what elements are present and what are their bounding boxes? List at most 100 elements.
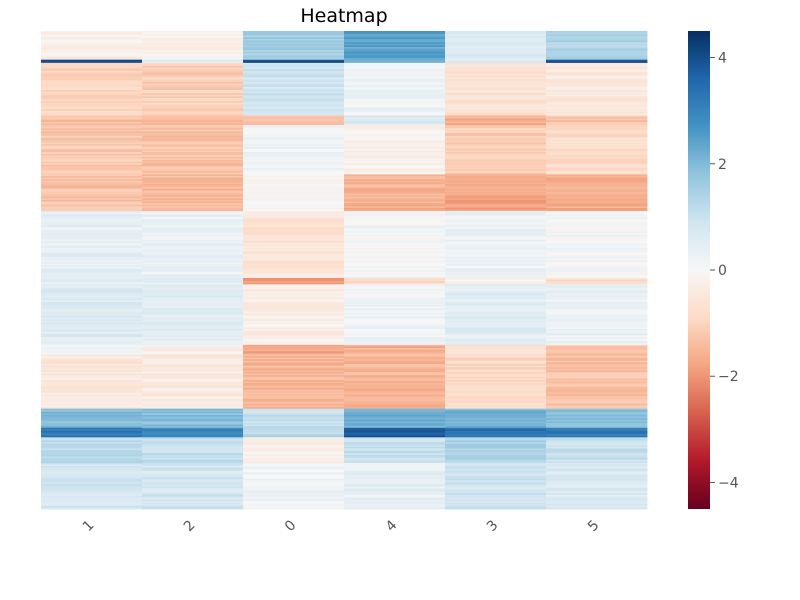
heatmap-cell — [344, 88, 446, 91]
heatmap-cell — [243, 195, 345, 198]
heatmap-cell — [445, 163, 547, 166]
heatmap-cell — [243, 397, 345, 400]
heatmap-cell — [445, 51, 547, 54]
heatmap-cell — [546, 230, 648, 233]
heatmap-cell — [142, 308, 244, 311]
heatmap-cell — [41, 222, 143, 225]
heatmap-cell — [344, 142, 446, 145]
heatmap-cell — [546, 236, 648, 239]
heatmap-cell — [142, 352, 244, 355]
heatmap-cell — [445, 399, 547, 402]
heatmap-cell — [445, 233, 547, 236]
heatmap-cell — [344, 234, 446, 237]
heatmap-cell — [445, 134, 547, 137]
heatmap-cell — [142, 37, 244, 40]
heatmap-cell — [41, 31, 143, 33]
heatmap-cell — [142, 341, 244, 344]
heatmap-cell — [41, 467, 143, 470]
heatmap-cell — [445, 226, 547, 229]
heatmap-cell — [445, 287, 547, 290]
heatmap-cell — [243, 80, 345, 83]
heatmap-cell — [344, 31, 446, 33]
heatmap-cell — [445, 437, 547, 440]
heatmap-cell — [41, 453, 143, 456]
heatmap-cell — [546, 257, 648, 260]
heatmap-cell — [142, 462, 244, 465]
heatmap-cell — [243, 66, 345, 69]
heatmap-cell — [243, 375, 345, 378]
heatmap-cell — [243, 308, 345, 311]
heatmap-cell — [445, 400, 547, 403]
heatmap-cell — [546, 397, 648, 400]
heatmap-cell — [243, 69, 345, 72]
heatmap-cell — [41, 117, 143, 120]
heatmap-cell — [546, 359, 648, 362]
heatmap-cell — [344, 233, 446, 236]
heatmap-cell — [243, 387, 345, 390]
heatmap-cell — [546, 140, 648, 143]
heatmap-cell — [445, 198, 547, 201]
heatmap-cell — [344, 359, 446, 362]
heatmap-cell — [243, 257, 345, 260]
heatmap-cell — [142, 376, 244, 379]
heatmap-cell — [142, 346, 244, 349]
heatmap-cell — [243, 54, 345, 57]
heatmap-cell — [445, 78, 547, 81]
heatmap-cell — [41, 335, 143, 338]
heatmap-cell — [546, 64, 648, 67]
heatmap-cell — [41, 198, 143, 201]
heatmap-cell — [142, 421, 244, 424]
heatmap-cell — [41, 136, 143, 139]
heatmap-cell — [41, 379, 143, 382]
heatmap-cell — [546, 438, 648, 441]
heatmap-cell — [445, 410, 547, 413]
colorbar-tick-label: −4 — [718, 475, 739, 491]
heatmap-cell — [445, 260, 547, 263]
heatmap-cell — [142, 405, 244, 408]
heatmap-cell — [41, 62, 143, 65]
heatmap-cell — [142, 349, 244, 352]
heatmap-cell — [546, 344, 648, 347]
heatmap-cell — [243, 317, 345, 320]
heatmap-cell — [41, 123, 143, 126]
heatmap-cell — [344, 164, 446, 167]
heatmap-cell — [546, 293, 648, 296]
heatmap-cell — [243, 48, 345, 51]
heatmap-cell — [41, 129, 143, 132]
heatmap-cell — [41, 394, 143, 397]
heatmap-cell — [546, 413, 648, 416]
heatmap-cell — [445, 486, 547, 489]
heatmap-cell — [142, 344, 244, 347]
heatmap-cell — [445, 244, 547, 247]
heatmap-cell — [243, 96, 345, 99]
heatmap-cell — [445, 206, 547, 209]
heatmap-cell — [243, 386, 345, 389]
heatmap-cell — [243, 311, 345, 314]
heatmap-cell — [243, 59, 345, 62]
heatmap-cell — [41, 497, 143, 500]
heatmap-cell — [41, 322, 143, 325]
heatmap-cell — [546, 150, 648, 153]
heatmap-cell — [142, 70, 244, 73]
heatmap-cell — [243, 290, 345, 293]
heatmap-cell — [445, 58, 547, 61]
heatmap-cell — [243, 126, 345, 129]
heatmap-cell — [445, 496, 547, 499]
x-tick-label: 1 — [80, 517, 98, 535]
heatmap-cell — [243, 99, 345, 102]
heatmap-cell — [41, 499, 143, 502]
heatmap-cell — [243, 332, 345, 335]
colorbar-tick-label: 2 — [718, 157, 727, 173]
heatmap-cell — [41, 402, 143, 405]
heatmap-cell — [445, 403, 547, 406]
heatmap-cell — [142, 147, 244, 150]
heatmap-cell — [243, 494, 345, 497]
heatmap-cell — [344, 99, 446, 102]
heatmap-cell — [344, 314, 446, 317]
heatmap-cell — [445, 97, 547, 100]
heatmap-cell — [142, 69, 244, 72]
heatmap-cell — [243, 434, 345, 437]
heatmap-cell — [344, 129, 446, 132]
heatmap-cell — [243, 85, 345, 88]
